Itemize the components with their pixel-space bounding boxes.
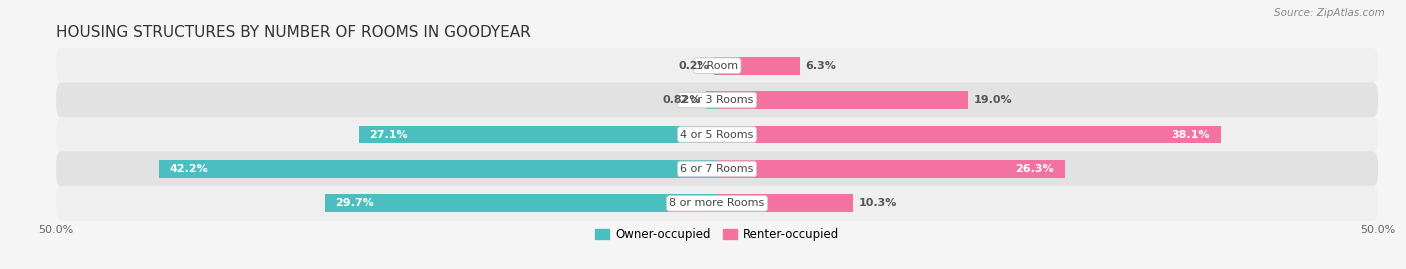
Text: 26.3%: 26.3%: [1015, 164, 1054, 174]
Text: 1 Room: 1 Room: [696, 61, 738, 71]
Bar: [714, 57, 717, 75]
FancyBboxPatch shape: [56, 117, 1378, 152]
Text: 38.1%: 38.1%: [1171, 129, 1211, 140]
Bar: [717, 160, 1064, 178]
Bar: [717, 194, 853, 212]
FancyBboxPatch shape: [56, 48, 1378, 83]
Bar: [717, 126, 1220, 143]
Text: 10.3%: 10.3%: [859, 198, 897, 208]
Text: 27.1%: 27.1%: [370, 129, 408, 140]
Text: 0.82%: 0.82%: [662, 95, 702, 105]
Text: 6 or 7 Rooms: 6 or 7 Rooms: [681, 164, 754, 174]
Text: 19.0%: 19.0%: [973, 95, 1012, 105]
Text: 4 or 5 Rooms: 4 or 5 Rooms: [681, 129, 754, 140]
Text: 8 or more Rooms: 8 or more Rooms: [669, 198, 765, 208]
Bar: [706, 91, 717, 109]
FancyBboxPatch shape: [56, 83, 1378, 118]
Text: HOUSING STRUCTURES BY NUMBER OF ROOMS IN GOODYEAR: HOUSING STRUCTURES BY NUMBER OF ROOMS IN…: [56, 25, 531, 40]
Text: 29.7%: 29.7%: [335, 198, 374, 208]
Bar: [717, 91, 969, 109]
Text: 42.2%: 42.2%: [170, 164, 208, 174]
FancyBboxPatch shape: [56, 186, 1378, 221]
Bar: [325, 194, 717, 212]
Bar: [359, 126, 717, 143]
Text: 2 or 3 Rooms: 2 or 3 Rooms: [681, 95, 754, 105]
Text: 6.3%: 6.3%: [806, 61, 837, 71]
Text: Source: ZipAtlas.com: Source: ZipAtlas.com: [1274, 8, 1385, 18]
Bar: [717, 57, 800, 75]
Legend: Owner-occupied, Renter-occupied: Owner-occupied, Renter-occupied: [591, 223, 844, 246]
FancyBboxPatch shape: [56, 151, 1378, 186]
Bar: [159, 160, 717, 178]
Text: 0.2%: 0.2%: [678, 61, 709, 71]
